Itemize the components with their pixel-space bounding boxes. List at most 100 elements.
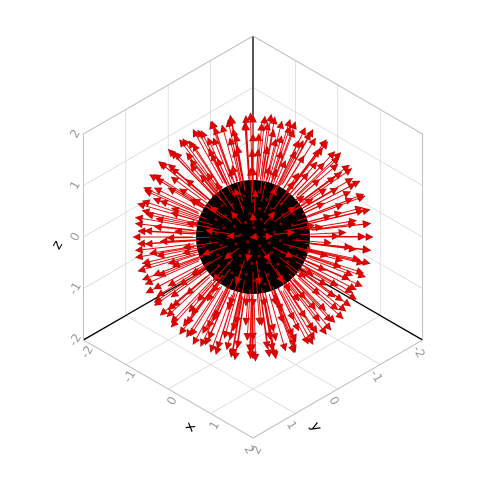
arrow-shaft <box>272 286 294 337</box>
vector-arrow <box>159 162 207 201</box>
vector-arrow <box>273 121 297 180</box>
arrow-head <box>245 344 254 353</box>
arrow-shaft <box>207 137 231 188</box>
vector-arrow <box>246 167 255 203</box>
pane-frame <box>83 35 254 135</box>
vector-arrow <box>200 291 228 347</box>
vector-arrow <box>246 297 255 360</box>
vector-arrow <box>134 220 195 231</box>
arrow-head <box>362 207 371 216</box>
arrow-shaft <box>280 290 309 345</box>
arrow-shaft <box>307 207 363 223</box>
vector-arrow <box>308 193 365 217</box>
vector-arrow <box>209 294 233 353</box>
arrow-shaft <box>282 290 314 345</box>
arrow-head <box>228 116 237 125</box>
arrow-shaft <box>155 218 205 229</box>
arrow-head <box>190 164 199 173</box>
arrow-head <box>331 157 340 166</box>
arrow-shaft <box>299 232 346 236</box>
arrow-shaft <box>135 246 195 258</box>
vector-arrow <box>297 277 344 320</box>
arrow-head <box>286 181 295 190</box>
arrow-shaft <box>223 287 240 339</box>
sphere-texture-dot <box>276 262 280 266</box>
sphere-texture-dot <box>263 282 267 286</box>
vector-arrow <box>302 177 354 209</box>
z-tick-label: 2 <box>67 127 83 141</box>
vector-arrow <box>137 253 196 273</box>
arrow-head <box>358 232 366 241</box>
arrow-head <box>347 282 357 290</box>
arrow-head <box>215 340 224 350</box>
arrow-head <box>251 353 260 362</box>
vector-arrow <box>282 283 314 331</box>
arrow-shaft <box>211 120 233 180</box>
arrow-shaft <box>285 149 320 194</box>
sphere-texture-dot <box>222 226 226 230</box>
sphere-texture-dot <box>279 222 283 226</box>
arrow-head <box>342 298 351 307</box>
vector-arrow <box>153 223 204 233</box>
arrow-head <box>249 212 257 221</box>
sphere-texture-dot <box>220 204 224 208</box>
arrow-head <box>137 239 146 248</box>
vector-arrow <box>295 163 339 201</box>
arrow-head <box>152 269 162 277</box>
arrow-head <box>287 228 296 237</box>
vector-arrow <box>141 249 198 266</box>
vector-arrow <box>301 191 351 215</box>
arrow-head <box>329 187 339 195</box>
vector-arrow <box>170 279 213 323</box>
arrow-shaft <box>153 255 204 276</box>
arrow-shaft <box>250 297 253 359</box>
sphere-texture-dot <box>238 233 243 237</box>
arrow-head <box>156 289 166 297</box>
vector-arrow <box>192 129 224 184</box>
arrow-head <box>303 132 311 141</box>
vector-arrow <box>291 283 332 331</box>
arrow-shaft <box>288 273 326 311</box>
vector-arrow <box>223 247 239 260</box>
arrow-head <box>268 129 277 138</box>
arrow-head <box>270 332 279 342</box>
arrow-head <box>171 167 180 176</box>
arrow-head <box>320 141 328 150</box>
arrow-head <box>265 232 274 241</box>
arrow-head <box>270 350 279 360</box>
sphere-texture-dot <box>226 236 230 240</box>
sphere-texture-dot <box>265 198 269 202</box>
arrow-head <box>357 270 366 279</box>
vector-arrow <box>251 299 260 362</box>
arrow-head <box>297 270 306 278</box>
sphere-texture-dot <box>234 242 238 246</box>
arrow-shaft <box>230 297 243 358</box>
vector-arrow <box>255 280 264 326</box>
sphere-texture-dot <box>219 243 223 247</box>
sphere-texture-dot <box>266 272 270 276</box>
vector-arrow <box>224 293 241 351</box>
vector-arrow <box>153 187 204 213</box>
vector-arrow <box>301 271 351 307</box>
vector-arrow <box>289 285 327 335</box>
arrow-shaft <box>260 296 270 357</box>
arrow-head <box>229 348 238 357</box>
arrow-head <box>206 172 215 182</box>
sphere-texture-dot <box>257 254 261 258</box>
x-axis-label: x <box>181 419 199 434</box>
sphere-texture-dot <box>242 194 246 198</box>
arrow-head <box>233 187 241 197</box>
arrow-head <box>209 344 217 353</box>
vector-arrow <box>261 113 275 176</box>
arrow-shaft <box>210 294 233 353</box>
grid-line <box>83 87 254 186</box>
sphere-texture-dot <box>269 207 273 211</box>
arrow-shaft <box>135 223 195 231</box>
arrow-shaft <box>262 129 275 184</box>
arrow-head <box>144 189 153 197</box>
arrow-head <box>344 269 354 277</box>
vector-arrow <box>190 164 223 202</box>
arrow-head <box>246 167 255 176</box>
arrow-shaft <box>145 240 200 245</box>
vector-arrow <box>262 129 277 184</box>
